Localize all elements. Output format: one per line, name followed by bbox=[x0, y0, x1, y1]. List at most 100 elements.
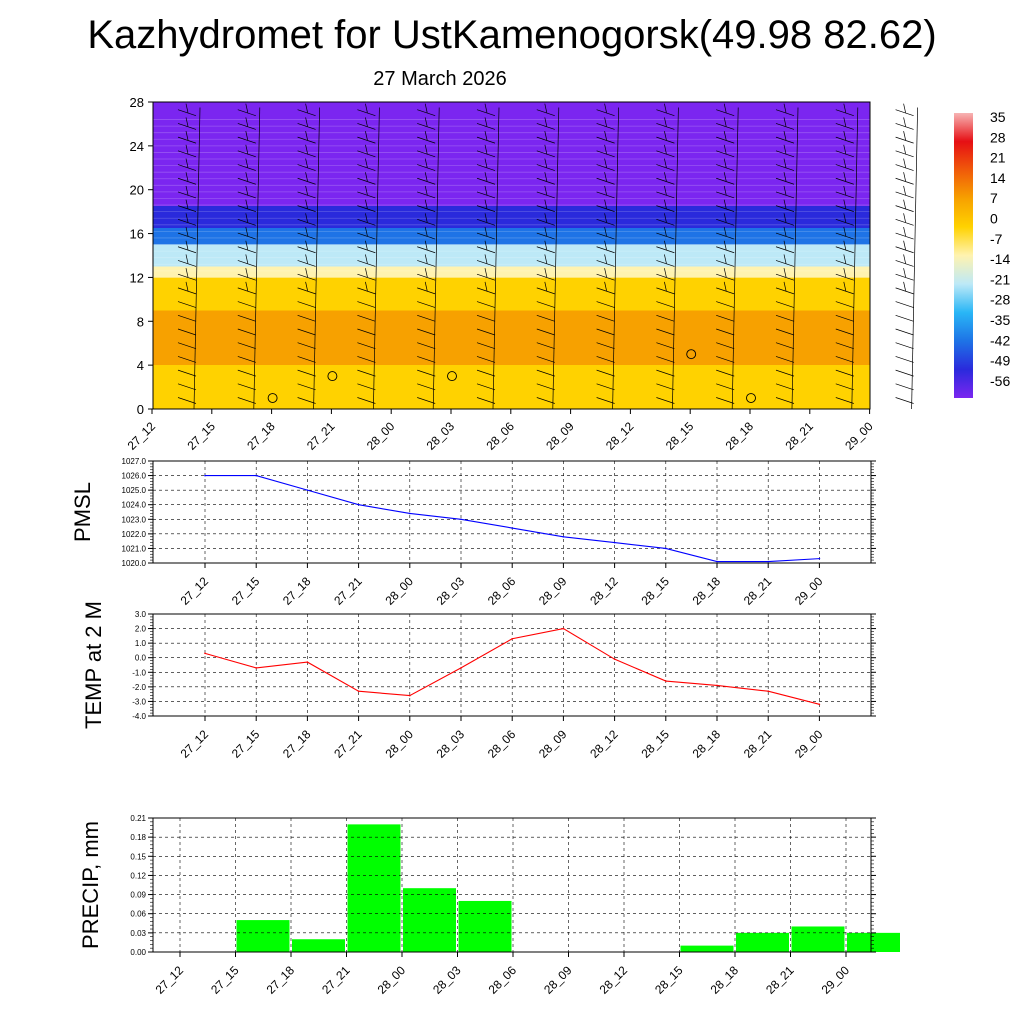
y-tick-label: 0.12 bbox=[130, 871, 146, 880]
x-tick-label: 28_12 bbox=[587, 574, 621, 608]
wind-barb-flag bbox=[305, 240, 308, 250]
wind-barb-flag bbox=[783, 144, 787, 154]
pmsl-point bbox=[409, 512, 411, 515]
x-tick-label: 28_15 bbox=[663, 419, 697, 453]
y-tick-label: 20 bbox=[130, 183, 144, 198]
x-tick-label: 27_21 bbox=[331, 727, 365, 761]
x-tick-label: 28_09 bbox=[541, 963, 575, 997]
wind-barb-flag bbox=[484, 254, 488, 264]
wind-barb bbox=[417, 109, 436, 117]
wind-barb-flag bbox=[544, 254, 548, 264]
x-tick-label: 27_12 bbox=[125, 419, 159, 453]
wind-barb bbox=[596, 342, 615, 350]
wind-barb-flag bbox=[604, 213, 607, 223]
wind-barb-flag bbox=[664, 131, 667, 141]
temp-point bbox=[460, 667, 462, 669]
wind-barb-flag bbox=[903, 240, 906, 250]
wind-barb bbox=[177, 232, 197, 240]
wind-barb bbox=[835, 219, 854, 226]
wind-barb bbox=[536, 287, 555, 295]
wind-barb bbox=[895, 342, 914, 350]
temp-point bbox=[255, 667, 257, 669]
precip-axis-label: PRECIP, mm bbox=[78, 821, 103, 949]
wind-barb bbox=[716, 314, 735, 322]
wind-barb-flag bbox=[723, 158, 727, 168]
wind-barb-flag bbox=[305, 268, 308, 278]
wind-barb-flag bbox=[544, 199, 548, 209]
wind-barb bbox=[775, 369, 795, 377]
x-tick-label: 28_00 bbox=[364, 419, 398, 453]
x-tick-label: 28_03 bbox=[434, 727, 468, 761]
wind-barb bbox=[895, 273, 914, 281]
temp-axis-label: TEMP at 2 M bbox=[81, 601, 106, 729]
temp-point bbox=[613, 658, 616, 660]
wind-barb bbox=[775, 287, 795, 295]
pmsl-point bbox=[460, 518, 462, 521]
wind-barb-flag bbox=[484, 281, 488, 291]
wind-barb bbox=[237, 260, 256, 267]
wind-barb bbox=[417, 177, 436, 185]
wind-barb bbox=[656, 301, 675, 308]
wind-barb bbox=[297, 232, 316, 240]
wind-barb bbox=[656, 150, 675, 158]
wind-barb bbox=[297, 150, 316, 158]
wind-barb-flag bbox=[185, 199, 189, 209]
wind-barb-flag bbox=[245, 158, 249, 168]
wind-barb bbox=[237, 383, 256, 391]
wind-barb bbox=[775, 150, 795, 158]
wind-barb-flag bbox=[723, 172, 727, 182]
wind-barb bbox=[297, 205, 316, 212]
wind-barb-flag bbox=[604, 240, 607, 250]
wind-barb-flag bbox=[365, 185, 368, 196]
wind-barb bbox=[775, 164, 795, 171]
wind-staff bbox=[791, 107, 799, 410]
wind-barb bbox=[596, 150, 615, 158]
calm-circle-marker bbox=[447, 371, 457, 382]
wind-barb bbox=[835, 314, 854, 322]
wind-barb-flag bbox=[843, 144, 847, 154]
wind-staff bbox=[313, 107, 320, 410]
wind-barb bbox=[417, 205, 436, 212]
wind-barb bbox=[417, 191, 436, 199]
wind-barb-flag bbox=[783, 103, 787, 113]
pmsl-point bbox=[613, 541, 616, 544]
wind-staff bbox=[911, 107, 918, 410]
y-tick-label: 16 bbox=[130, 227, 144, 242]
wind-barb bbox=[357, 136, 376, 144]
wind-barb-flag bbox=[664, 185, 667, 196]
wind-barb-flag bbox=[424, 268, 428, 278]
wind-barb bbox=[835, 383, 854, 391]
wind-barb-flag bbox=[783, 254, 787, 264]
wind-barb-flag bbox=[305, 185, 308, 196]
pmsl-panel: 1027.0 1026.0 1025.0 1024.0 1023.0 1022.0 1021… bbox=[70, 457, 876, 608]
wind-barb bbox=[237, 301, 256, 308]
wind-barb-flag bbox=[843, 226, 847, 237]
calm-circle-marker bbox=[746, 393, 756, 403]
wind-barb bbox=[417, 301, 436, 308]
wind-barb bbox=[297, 273, 316, 281]
wind-barb bbox=[177, 191, 197, 199]
x-tick-label: 27_15 bbox=[184, 419, 218, 453]
wind-barb bbox=[297, 369, 316, 377]
wind-barb bbox=[596, 273, 615, 281]
wind-barb-flag bbox=[185, 103, 189, 113]
y-tick-label: 1.0 bbox=[135, 639, 147, 648]
y-tick-label: 0.21 bbox=[130, 814, 146, 823]
wind-barb-flag bbox=[365, 117, 368, 127]
wind-barb bbox=[357, 205, 376, 212]
wind-barb bbox=[476, 177, 496, 185]
pmsl-point bbox=[665, 547, 667, 550]
wind-barb bbox=[297, 246, 316, 254]
temp-point bbox=[204, 652, 206, 655]
wind-barb bbox=[895, 177, 914, 185]
wind-barb-flag bbox=[723, 281, 727, 291]
wind-barb bbox=[536, 342, 555, 350]
calm-circle-marker bbox=[267, 393, 278, 403]
wind-barb-flag bbox=[305, 172, 308, 182]
wind-barb-flag bbox=[604, 158, 607, 168]
wind-barb bbox=[596, 287, 615, 295]
wind-barb bbox=[835, 177, 854, 185]
wind-barb bbox=[775, 191, 795, 199]
wind-barb-flag bbox=[664, 158, 667, 168]
wind-barb bbox=[177, 397, 197, 404]
